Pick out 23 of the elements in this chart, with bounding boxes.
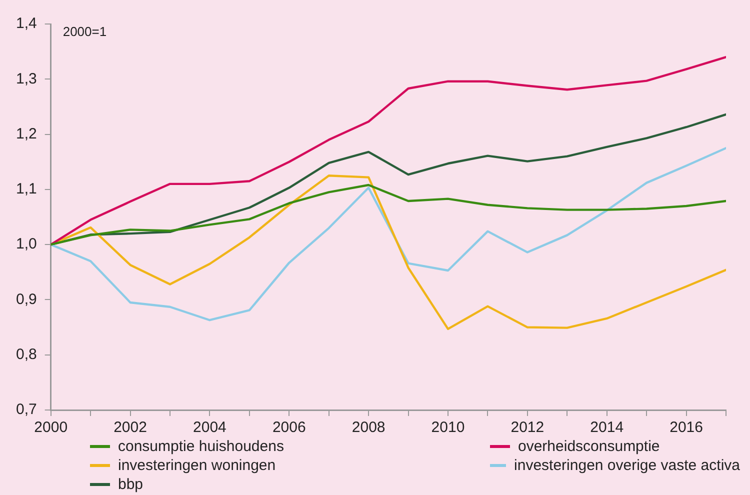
y-tick-label: 1,4	[16, 15, 37, 32]
y-tick-label: 0,7	[16, 401, 37, 418]
legend-label: investeringen woningen	[118, 457, 276, 474]
legend-label: consumptie huishoudens	[118, 438, 284, 455]
x-tick-label: 2014	[590, 419, 624, 436]
y-tick-label: 0,9	[16, 290, 37, 308]
x-tick-label: 2008	[352, 419, 386, 436]
legend-label: bbp	[118, 476, 144, 493]
x-tick-label: 2012	[510, 419, 544, 436]
legend-label: overheidsconsumptie	[518, 438, 660, 455]
x-tick-label: 2006	[272, 419, 306, 436]
y-tick-label: 1,3	[16, 70, 37, 88]
legend-label: investeringen overige vaste activa	[514, 457, 740, 474]
x-tick-label: 2000	[34, 419, 68, 436]
y-tick-label: 0,8	[16, 346, 37, 363]
y-tick-label: 1,1	[16, 180, 37, 198]
x-tick-label: 2016	[670, 419, 703, 436]
x-tick-label: 2004	[193, 419, 226, 436]
annotation: 2000=1	[62, 24, 107, 40]
y-tick-label: 1,0	[16, 236, 37, 253]
x-tick-label: 2010	[431, 419, 465, 436]
x-tick-label: 2002	[114, 419, 147, 436]
y-tick-label: 1,2	[16, 125, 37, 142]
